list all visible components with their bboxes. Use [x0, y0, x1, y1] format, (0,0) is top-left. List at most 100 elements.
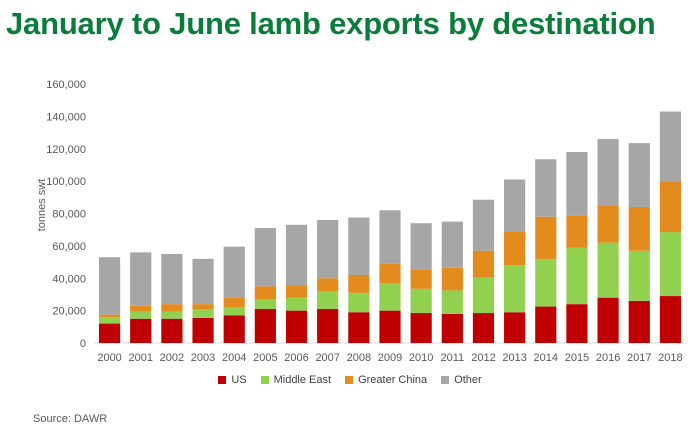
x-tick-label: 2010 [409, 352, 433, 364]
bar-segment-greater-china-2004 [223, 297, 245, 308]
legend-item: US [218, 374, 247, 386]
legend-swatch [260, 376, 269, 384]
bar-segment-us-2017 [628, 300, 650, 343]
bar-segment-greater-china-2002 [161, 304, 183, 312]
bar-segment-other-2003 [192, 258, 214, 305]
bar-segment-greater-china-2008 [348, 275, 370, 293]
bar-segment-other-2009 [379, 210, 401, 264]
bar-segment-greater-china-2010 [410, 269, 432, 289]
bar-segment-other-2011 [441, 221, 463, 268]
bar-segment-greater-china-2015 [566, 215, 588, 248]
bar-segment-greater-china-2014 [535, 216, 557, 259]
bar-segment-middle-east-2016 [597, 242, 619, 298]
bar-segment-other-2000 [98, 257, 121, 315]
bar-segment-middle-east-2006 [285, 297, 308, 311]
bar-segment-middle-east-2007 [317, 291, 339, 310]
x-tick-label: 2013 [502, 352, 526, 364]
y-tick-label: 0 [80, 338, 86, 350]
bar-segment-middle-east-2003 [192, 309, 214, 318]
x-tick-label: 2012 [471, 352, 495, 364]
bar-segment-other-2005 [254, 228, 276, 287]
x-tick-label: 2009 [378, 352, 402, 364]
bar-segment-middle-east-2015 [566, 247, 588, 305]
y-tick-label: 160,000 [46, 79, 86, 91]
bar-segment-middle-east-2005 [254, 299, 276, 310]
bar-segment-greater-china-2013 [504, 231, 526, 266]
bar-segment-greater-china-2017 [628, 207, 650, 251]
y-tick-label: 40,000 [52, 273, 86, 285]
bar-segment-us-2003 [192, 317, 214, 343]
y-tick-label: 140,000 [46, 111, 86, 123]
legend-label: US [231, 374, 247, 386]
bar-segment-other-2016 [597, 139, 619, 206]
bar-segment-middle-east-2017 [628, 250, 650, 301]
bar-segment-greater-china-2018 [659, 181, 682, 233]
x-tick-label: 2004 [222, 352, 246, 364]
bar-segment-other-2015 [566, 151, 588, 216]
bar-segment-greater-china-2011 [441, 267, 463, 291]
bar-segment-middle-east-2011 [441, 290, 463, 314]
y-tick-label: 80,000 [52, 209, 86, 221]
x-tick-label: 2005 [253, 352, 277, 364]
bar-segment-middle-east-2010 [410, 288, 432, 314]
legend-label: Middle East [273, 374, 332, 386]
bar-segment-us-2012 [472, 313, 495, 343]
bar-segment-other-2001 [130, 252, 152, 306]
x-tick-label: 2011 [440, 352, 464, 364]
legend-swatch [218, 376, 227, 384]
bar-segment-other-2012 [472, 199, 495, 251]
bar-segment-greater-china-2006 [285, 285, 308, 298]
bar-segment-us-2004 [223, 315, 245, 343]
bar-segment-other-2017 [628, 143, 650, 208]
bar-segment-middle-east-2000 [98, 317, 121, 324]
x-tick-label: 2018 [658, 352, 682, 364]
bar-segment-us-2002 [161, 318, 183, 343]
x-tick-label: 2016 [596, 352, 620, 364]
bar-segment-us-2015 [566, 304, 588, 343]
legend-item: Middle East [260, 374, 332, 386]
x-tick-label: 2003 [191, 352, 215, 364]
bar-segment-us-2000 [98, 323, 121, 343]
bar-segment-middle-east-2012 [472, 277, 495, 314]
y-tick-label: 100,000 [46, 176, 86, 188]
chart-title: January to June lamb exports by destinat… [6, 6, 656, 41]
bar-segment-us-2007 [317, 309, 339, 343]
bar-segment-middle-east-2004 [223, 307, 245, 316]
bar-segment-us-2018 [659, 296, 682, 343]
bar-segment-us-2008 [348, 312, 370, 343]
bar-segment-middle-east-2009 [379, 283, 401, 311]
x-tick-label: 2017 [627, 352, 651, 364]
x-tick-label: 2001 [128, 352, 152, 364]
x-tick-label: 2002 [160, 352, 184, 364]
bar-segment-us-2001 [130, 318, 152, 343]
bar-segment-other-2006 [285, 224, 308, 286]
y-tick-label: 120,000 [46, 144, 86, 156]
bar-segment-middle-east-2018 [659, 232, 682, 297]
bar-segment-greater-china-2001 [130, 305, 152, 312]
bar-segment-us-2010 [410, 313, 432, 343]
bar-segment-middle-east-2008 [348, 292, 370, 313]
bar-segment-other-2013 [504, 179, 526, 232]
y-tick-label: 60,000 [52, 241, 86, 253]
bar-segment-other-2004 [223, 246, 245, 298]
x-tick-label: 2000 [97, 352, 121, 364]
bar-segment-other-2002 [161, 253, 183, 305]
bar-segment-greater-china-2007 [317, 278, 339, 292]
bar-segment-us-2014 [535, 306, 557, 343]
legend: US Middle East Greater China Other [0, 374, 700, 386]
legend-item: Other [441, 374, 482, 386]
y-axis-label: tonnes swt [36, 179, 48, 232]
bar-segment-greater-china-2000 [98, 314, 121, 318]
bar-segment-middle-east-2013 [504, 265, 526, 313]
x-tick-label: 2007 [315, 352, 339, 364]
x-tick-label: 2008 [347, 352, 371, 364]
bar-segment-us-2009 [379, 310, 401, 343]
bar-segment-us-2006 [285, 310, 308, 343]
bar-segment-greater-china-2012 [472, 250, 495, 278]
x-tick-label: 2014 [534, 352, 558, 364]
bar-segment-other-2008 [348, 217, 370, 276]
legend-label: Greater China [358, 374, 428, 386]
bar-segment-middle-east-2002 [161, 311, 183, 319]
bar-segment-other-2007 [317, 219, 339, 279]
